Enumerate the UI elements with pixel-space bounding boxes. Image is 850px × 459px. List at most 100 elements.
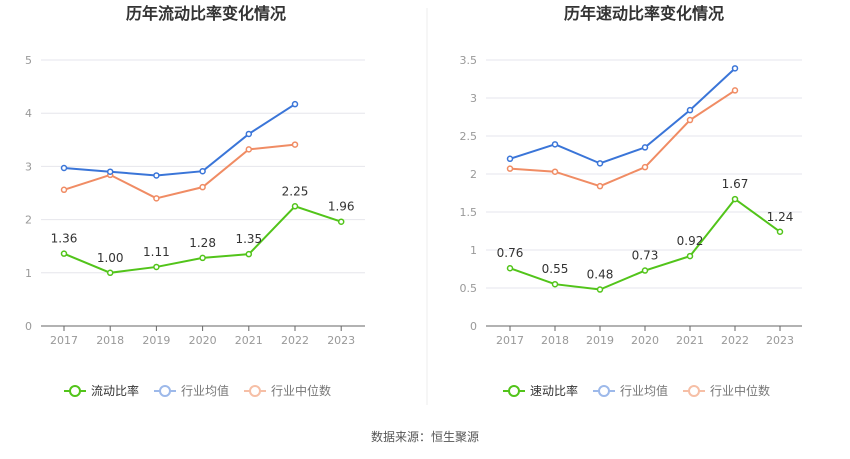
data-point xyxy=(62,251,67,256)
legend: 速动比率 行业均值 行业中位数 xyxy=(503,383,770,398)
legend-label: 行业中位数 xyxy=(710,383,770,398)
legend-swatch-marker xyxy=(250,386,260,396)
x-tick-label: 2022 xyxy=(281,334,309,347)
legend-label: 行业均值 xyxy=(181,383,229,398)
series-line xyxy=(510,90,735,186)
y-tick-label: 1 xyxy=(25,267,32,280)
data-point xyxy=(339,219,344,224)
chart-title: 历年流动比率变化情况 xyxy=(126,4,286,23)
data-point xyxy=(598,287,603,292)
data-point xyxy=(598,161,603,166)
x-tick-label: 2017 xyxy=(50,334,78,347)
series-line xyxy=(64,104,295,175)
x-tick-label: 2019 xyxy=(586,334,614,347)
data-label: 2.25 xyxy=(282,184,309,198)
legend-item-ratio: 流动比率 xyxy=(64,383,139,398)
y-tick-label: 2 xyxy=(25,214,32,227)
y-tick-label: 4 xyxy=(25,107,32,120)
data-point xyxy=(733,197,738,202)
y-tick-label: 5 xyxy=(25,54,32,67)
data-point xyxy=(643,268,648,273)
data-point xyxy=(553,142,558,147)
y-tick-label: 0 xyxy=(470,320,477,333)
data-point xyxy=(643,165,648,170)
x-tick-label: 2017 xyxy=(496,334,524,347)
y-tick-label: 1 xyxy=(470,244,477,257)
data-label: 1.00 xyxy=(97,251,124,265)
y-tick-label: 0.5 xyxy=(460,282,478,295)
series-ratio: 0.76 0.55 0.48 0.73 0.92 1.67 1.24 xyxy=(497,177,794,292)
chart-1: 历年流动比率变化情况 0 1 2 3 4 5 2017 2018 2019 2020 2021 2022… xyxy=(25,4,365,398)
y-tick-label: 1.5 xyxy=(460,206,478,219)
data-label: 0.48 xyxy=(587,268,614,282)
data-point xyxy=(200,169,205,174)
data-point xyxy=(154,196,159,201)
data-label: 0.76 xyxy=(497,246,524,260)
series-line xyxy=(510,68,735,163)
data-point xyxy=(508,266,513,271)
data-label: 1.96 xyxy=(328,200,355,214)
data-point xyxy=(293,142,298,147)
legend-label: 流动比率 xyxy=(91,383,139,398)
legend: 流动比率 行业均值 行业中位数 xyxy=(64,383,331,398)
data-label: 0.55 xyxy=(542,262,569,276)
series-industry_avg xyxy=(508,66,738,166)
y-tick-label: 3 xyxy=(470,92,477,105)
x-tick-label: 2021 xyxy=(676,334,704,347)
legend-swatch-marker xyxy=(160,386,170,396)
legend-item-industry_median: 行业中位数 xyxy=(683,383,770,398)
data-point xyxy=(688,108,693,113)
data-point xyxy=(62,187,67,192)
data-point xyxy=(553,169,558,174)
x-tick-label: 2020 xyxy=(189,334,217,347)
series-ratio: 1.36 1.00 1.11 1.28 1.35 2.25 1.96 xyxy=(51,184,355,275)
x-tick-label: 2023 xyxy=(327,334,355,347)
data-point xyxy=(246,131,251,136)
data-point xyxy=(688,118,693,123)
data-label: 1.24 xyxy=(767,210,794,224)
data-point xyxy=(688,254,693,259)
data-point xyxy=(108,169,113,174)
y-tick-label: 3 xyxy=(25,160,32,173)
data-point xyxy=(200,255,205,260)
data-point xyxy=(508,156,513,161)
data-point xyxy=(62,165,67,170)
data-point xyxy=(508,166,513,171)
data-point xyxy=(598,184,603,189)
legend-item-industry_median: 行业中位数 xyxy=(244,383,331,398)
x-tick-label: 2020 xyxy=(631,334,659,347)
x-tick-label: 2019 xyxy=(142,334,170,347)
x-tick-label: 2018 xyxy=(96,334,124,347)
x-tick-label: 2023 xyxy=(766,334,794,347)
chart-2: 历年速动比率变化情况 0 0.5 1 1.5 2 2.5 3 3.5 2017 2018 2019 20… xyxy=(460,4,803,398)
data-label: 1.35 xyxy=(235,232,262,246)
data-point xyxy=(778,229,783,234)
y-tick-label: 2.5 xyxy=(460,130,478,143)
data-point xyxy=(246,147,251,152)
legend-swatch-marker xyxy=(70,386,80,396)
legend-label: 行业中位数 xyxy=(271,383,331,398)
y-tick-label: 0 xyxy=(25,320,32,333)
legend-item-industry_avg: 行业均值 xyxy=(593,383,668,398)
data-label: 1.36 xyxy=(51,232,78,246)
data-point xyxy=(154,264,159,269)
legend-item-ratio: 速动比率 xyxy=(503,383,578,398)
legend-swatch-marker xyxy=(599,386,609,396)
data-point xyxy=(553,282,558,287)
y-tick-label: 3.5 xyxy=(460,54,478,67)
y-tick-label: 2 xyxy=(470,168,477,181)
legend-label: 速动比率 xyxy=(530,383,578,398)
data-point xyxy=(733,88,738,93)
data-label: 1.11 xyxy=(143,245,170,259)
data-point xyxy=(246,252,251,257)
data-point xyxy=(200,185,205,190)
legend-label: 行业均值 xyxy=(620,383,668,398)
x-tick-label: 2018 xyxy=(541,334,569,347)
data-point xyxy=(108,270,113,275)
source-note: 数据来源：恒生聚源 xyxy=(0,428,850,445)
data-label: 0.73 xyxy=(632,249,659,263)
data-point xyxy=(643,145,648,150)
x-tick-label: 2022 xyxy=(721,334,749,347)
data-point xyxy=(733,66,738,71)
data-label: 1.67 xyxy=(722,177,749,191)
